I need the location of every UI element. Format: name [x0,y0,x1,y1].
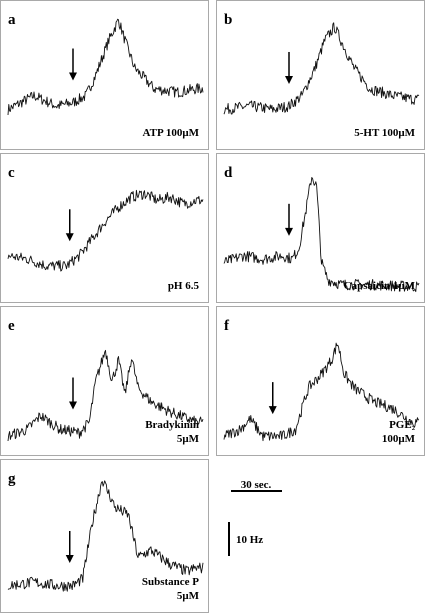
stimulus-arrow-head [285,75,293,84]
stimulus-label: ATP 100μM [143,127,200,139]
scale-bar: 30 sec. 10 Hz [228,479,282,556]
panel-frame [0,306,209,456]
panel-frame [0,0,209,150]
stimulus-label: 5-HT 100μM [354,127,415,139]
frequency-scale-label: 10 Hz [236,534,263,546]
stimulus-arrow-head [268,406,277,415]
panel-letter: e [8,318,15,334]
panel-letter: g [8,471,16,487]
panel-letter: d [224,165,233,181]
panel-f: f PGE₂ 100μM [216,306,425,456]
panel-a: a ATP 100μM [0,0,209,150]
frequency-trace [7,480,204,592]
frequency-trace [7,18,204,116]
panel-letter: c [8,165,15,181]
stimulus-arrow-head [65,554,74,563]
frequency-trace [223,177,420,293]
stimulus-label: 5μM [177,433,200,445]
panel-letter: f [224,318,230,334]
stimulus-arrow-head [69,401,77,410]
stimulus-label: PGE₂ [389,419,416,431]
stimulus-label: 100μM [382,433,416,445]
panel-d: d Capsaicin 1μM [216,153,425,303]
panel-b: b 5-HT 100μM [216,0,425,150]
frequency-trace [7,189,204,272]
stimulus-label: Substance P [142,576,199,588]
stimulus-arrow-head [69,72,77,81]
frequency-trace [7,349,204,442]
stimulus-label: pH 6.5 [168,280,200,292]
frequency-trace [223,22,420,115]
frequency-trace [223,342,420,442]
panel-letter: a [8,12,16,28]
stimulus-label: 5μM [177,590,200,602]
stimulus-arrow-head [65,233,74,242]
time-scale-label: 30 sec. [241,479,272,491]
panel-g: g Substance P 5μM [0,459,209,613]
stimulus-label: Bradykinin [145,419,199,431]
panel-letter: b [224,12,232,28]
stimulus-label: Capsaicin 1μM [344,280,416,292]
panel-e: e Bradykinin 5μM [0,306,209,456]
panel-frame [0,153,209,303]
stimulus-arrow-head [285,227,293,236]
panel-c: c pH 6.5 [0,153,209,303]
